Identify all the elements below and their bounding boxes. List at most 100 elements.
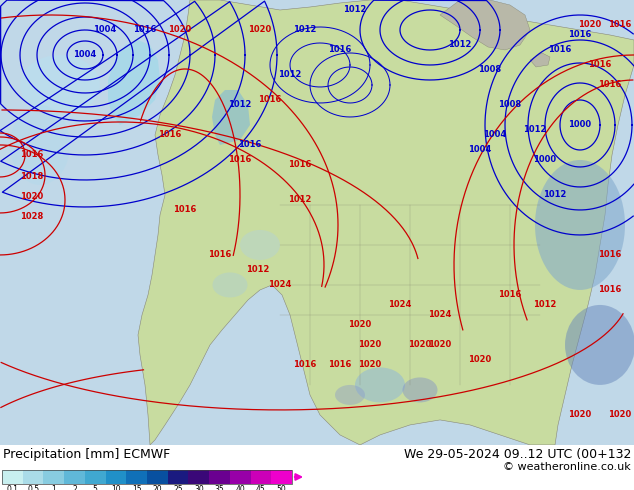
Text: 1016: 1016 bbox=[133, 25, 157, 34]
Bar bbox=[209, 470, 230, 484]
Text: 1020: 1020 bbox=[358, 341, 382, 349]
Ellipse shape bbox=[535, 160, 625, 290]
Text: 1016: 1016 bbox=[158, 130, 182, 140]
Text: 20: 20 bbox=[153, 486, 162, 490]
Text: 1016: 1016 bbox=[598, 286, 622, 294]
Text: 1016: 1016 bbox=[288, 160, 312, 170]
Text: 30: 30 bbox=[194, 486, 204, 490]
Polygon shape bbox=[212, 90, 250, 145]
Bar bbox=[64, 470, 85, 484]
Bar bbox=[188, 470, 209, 484]
Ellipse shape bbox=[565, 305, 634, 385]
Text: 1018: 1018 bbox=[20, 172, 44, 181]
Text: 1020: 1020 bbox=[429, 341, 451, 349]
Text: 25: 25 bbox=[173, 486, 183, 490]
Text: 35: 35 bbox=[215, 486, 224, 490]
Bar bbox=[250, 470, 271, 484]
Text: 15: 15 bbox=[132, 486, 141, 490]
Bar bbox=[147, 470, 168, 484]
Text: 1024: 1024 bbox=[268, 280, 292, 290]
Text: 1012: 1012 bbox=[543, 191, 567, 199]
Text: 1012: 1012 bbox=[228, 100, 252, 109]
Bar bbox=[2, 470, 292, 484]
Text: 1016: 1016 bbox=[228, 155, 252, 165]
Polygon shape bbox=[530, 53, 550, 67]
Text: 1012: 1012 bbox=[533, 300, 557, 310]
Text: 45: 45 bbox=[256, 486, 266, 490]
Text: 10: 10 bbox=[111, 486, 120, 490]
Text: 1016: 1016 bbox=[294, 361, 317, 369]
Text: © weatheronline.co.uk: © weatheronline.co.uk bbox=[503, 462, 631, 472]
Text: 1012: 1012 bbox=[523, 125, 547, 134]
Text: 1020: 1020 bbox=[578, 21, 602, 29]
Ellipse shape bbox=[403, 377, 437, 402]
Text: 1004: 1004 bbox=[469, 146, 491, 154]
Polygon shape bbox=[138, 0, 634, 445]
Text: 1016: 1016 bbox=[588, 60, 612, 70]
Text: 1012: 1012 bbox=[294, 25, 317, 34]
Text: 1004: 1004 bbox=[93, 25, 117, 34]
Text: 1016: 1016 bbox=[548, 46, 572, 54]
Text: 1020: 1020 bbox=[20, 193, 44, 201]
Bar bbox=[2, 470, 23, 484]
Text: 1000: 1000 bbox=[533, 155, 557, 165]
Text: 1016: 1016 bbox=[598, 80, 622, 90]
Text: 1020: 1020 bbox=[469, 355, 491, 365]
Text: Precipitation [mm] ECMWF: Precipitation [mm] ECMWF bbox=[3, 448, 171, 461]
Text: 1020: 1020 bbox=[348, 320, 372, 329]
Ellipse shape bbox=[10, 105, 70, 185]
Ellipse shape bbox=[355, 368, 405, 402]
Text: 5: 5 bbox=[93, 486, 98, 490]
Text: 1012: 1012 bbox=[448, 41, 472, 49]
Polygon shape bbox=[440, 0, 530, 50]
Text: 1004: 1004 bbox=[74, 50, 96, 59]
Bar bbox=[168, 470, 188, 484]
Text: 1012: 1012 bbox=[288, 196, 312, 204]
Text: 1: 1 bbox=[51, 486, 56, 490]
Text: 1020: 1020 bbox=[249, 25, 271, 34]
Bar bbox=[126, 470, 147, 484]
Text: 1016: 1016 bbox=[209, 250, 231, 259]
Ellipse shape bbox=[20, 55, 100, 115]
Text: 1008: 1008 bbox=[479, 66, 501, 74]
Text: 1020: 1020 bbox=[568, 411, 592, 419]
Bar bbox=[271, 470, 292, 484]
Text: 1004: 1004 bbox=[483, 130, 507, 140]
Text: 1020: 1020 bbox=[169, 25, 191, 34]
Bar bbox=[106, 470, 126, 484]
Text: 1016: 1016 bbox=[238, 141, 262, 149]
Bar bbox=[23, 470, 43, 484]
Text: 1016: 1016 bbox=[498, 291, 522, 299]
Text: 1028: 1028 bbox=[20, 213, 44, 221]
Text: 1016: 1016 bbox=[328, 361, 352, 369]
Ellipse shape bbox=[240, 230, 280, 260]
Bar bbox=[85, 470, 106, 484]
Bar bbox=[230, 470, 250, 484]
Text: 1016: 1016 bbox=[598, 250, 622, 259]
Text: 1016: 1016 bbox=[258, 96, 281, 104]
Text: 1008: 1008 bbox=[498, 100, 522, 109]
Text: 2: 2 bbox=[72, 486, 77, 490]
Text: 0.1: 0.1 bbox=[6, 486, 18, 490]
Text: 1020: 1020 bbox=[408, 341, 432, 349]
Text: 1012: 1012 bbox=[278, 71, 302, 79]
Text: 1016: 1016 bbox=[608, 21, 631, 29]
Ellipse shape bbox=[212, 272, 247, 297]
Text: 1012: 1012 bbox=[247, 266, 269, 274]
Text: We 29-05-2024 09..12 UTC (00+132: We 29-05-2024 09..12 UTC (00+132 bbox=[404, 448, 631, 461]
Text: 1020: 1020 bbox=[609, 411, 631, 419]
Text: 1016: 1016 bbox=[328, 46, 352, 54]
Text: 1000: 1000 bbox=[569, 121, 592, 129]
Polygon shape bbox=[108, 40, 160, 125]
Text: 1016: 1016 bbox=[568, 30, 592, 40]
Text: 1020: 1020 bbox=[358, 361, 382, 369]
Text: 1016: 1016 bbox=[20, 150, 44, 159]
Ellipse shape bbox=[335, 385, 365, 405]
Text: 50: 50 bbox=[277, 486, 287, 490]
Text: 1024: 1024 bbox=[429, 311, 451, 319]
Text: 1016: 1016 bbox=[173, 205, 197, 215]
Text: 0.5: 0.5 bbox=[27, 486, 39, 490]
Bar bbox=[43, 470, 64, 484]
Text: 1012: 1012 bbox=[344, 5, 366, 15]
Text: 1024: 1024 bbox=[388, 300, 411, 310]
